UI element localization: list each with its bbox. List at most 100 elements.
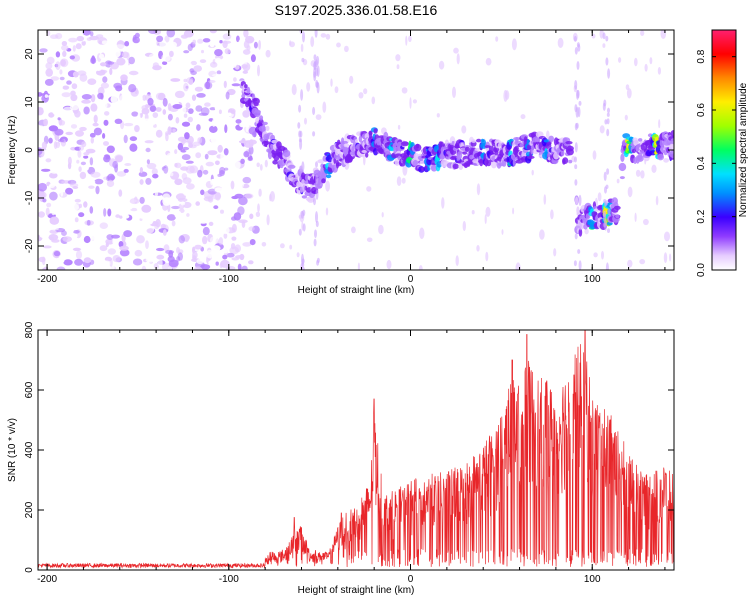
noise-blob xyxy=(46,202,52,208)
noise-blob xyxy=(90,56,97,65)
noise-blob xyxy=(184,132,190,140)
noise-blob xyxy=(241,265,248,270)
faint-blob xyxy=(396,176,402,187)
noise-blob xyxy=(83,257,92,264)
noise-blob xyxy=(171,205,181,210)
ridge-blob xyxy=(421,166,425,172)
noise-blob xyxy=(149,118,156,126)
streak-blob xyxy=(302,184,306,193)
noise-blob xyxy=(204,102,211,107)
streak-blob xyxy=(576,89,579,100)
noise-blob xyxy=(62,111,68,118)
noise-blob xyxy=(187,207,194,213)
noise-blob xyxy=(69,55,76,60)
noise-blob xyxy=(122,51,129,59)
noise-blob xyxy=(130,45,135,52)
faint-blob xyxy=(655,195,659,206)
noise-blob xyxy=(175,117,180,124)
ridge-blob xyxy=(488,144,494,154)
noise-blob xyxy=(177,136,186,142)
noise-blob xyxy=(210,137,218,143)
noise-blob xyxy=(48,137,53,144)
noise-blob xyxy=(70,227,75,233)
streak-blob xyxy=(574,47,578,55)
noise-blob xyxy=(100,62,107,67)
noise-blob xyxy=(139,167,143,174)
noise-blob xyxy=(215,114,225,122)
noise-blob xyxy=(61,92,71,98)
noise-blob xyxy=(147,97,154,106)
noise-blob xyxy=(220,209,224,214)
noise-blob xyxy=(141,204,152,213)
ridge-blob xyxy=(512,158,516,167)
noise-blob xyxy=(107,192,112,200)
noise-blob xyxy=(93,114,98,124)
faint-blob xyxy=(663,252,668,264)
noise-blob xyxy=(41,168,51,172)
noise-blob xyxy=(248,260,254,265)
noise-blob xyxy=(238,39,244,47)
noise-blob xyxy=(174,210,182,219)
noise-blob xyxy=(208,260,214,265)
faint-blob xyxy=(640,170,645,179)
noise-blob xyxy=(79,171,87,180)
ridge-blob xyxy=(401,141,409,147)
noise-blob xyxy=(240,229,246,235)
streak-blob xyxy=(606,112,610,117)
noise-blob xyxy=(132,176,139,181)
noise-blob xyxy=(108,197,119,204)
noise-blob xyxy=(76,159,80,164)
ridge-blob xyxy=(494,150,499,156)
noise-blob xyxy=(172,104,183,109)
noise-blob xyxy=(44,78,54,86)
noise-blob xyxy=(247,37,253,44)
faint-blob xyxy=(553,248,557,257)
noise-blob xyxy=(196,258,204,265)
faint-blob xyxy=(395,54,401,62)
noise-blob xyxy=(202,226,210,236)
ridge-blob xyxy=(657,153,664,161)
noise-blob xyxy=(162,97,168,107)
faint-blob xyxy=(602,43,606,48)
noise-blob xyxy=(59,69,63,75)
noise-blob xyxy=(60,188,64,197)
noise-blob xyxy=(137,112,141,122)
ridge-blob xyxy=(258,118,264,128)
noise-blob xyxy=(162,61,168,65)
noise-blob xyxy=(200,64,209,72)
noise-blob xyxy=(214,187,224,193)
colorbar-tick-label: 0.0 xyxy=(696,263,707,277)
noise-blob xyxy=(59,76,65,81)
noise-blob xyxy=(50,168,59,174)
noise-blob xyxy=(49,236,54,241)
noise-blob xyxy=(229,51,236,57)
noise-blob xyxy=(222,102,229,106)
snr-marks xyxy=(38,330,674,569)
noise-blob xyxy=(199,179,209,189)
noise-blob xyxy=(217,144,223,153)
noise-blob xyxy=(155,107,162,112)
noise-blob xyxy=(146,159,150,165)
spectrogram-marks xyxy=(38,30,674,270)
noise-blob xyxy=(192,251,198,259)
streak-blob xyxy=(578,260,582,270)
noise-blob xyxy=(92,122,99,127)
faint-blob xyxy=(325,33,331,40)
noise-blob xyxy=(214,104,219,112)
noise-blob xyxy=(49,216,60,225)
noise-blob xyxy=(89,157,94,166)
faint-blob xyxy=(402,163,408,176)
noise-blob xyxy=(78,166,82,172)
faint-blob xyxy=(539,229,545,240)
noise-blob xyxy=(164,35,170,43)
noise-blob xyxy=(41,141,48,150)
noise-blob xyxy=(51,239,60,243)
ridge-blob xyxy=(244,84,248,89)
noise-blob xyxy=(170,78,181,82)
noise-blob xyxy=(112,160,119,169)
faint-blob xyxy=(624,114,628,121)
noise-blob xyxy=(103,119,109,126)
noise-blob xyxy=(238,196,248,206)
x-tick-label: -200 xyxy=(37,574,57,585)
noise-blob xyxy=(62,249,71,255)
